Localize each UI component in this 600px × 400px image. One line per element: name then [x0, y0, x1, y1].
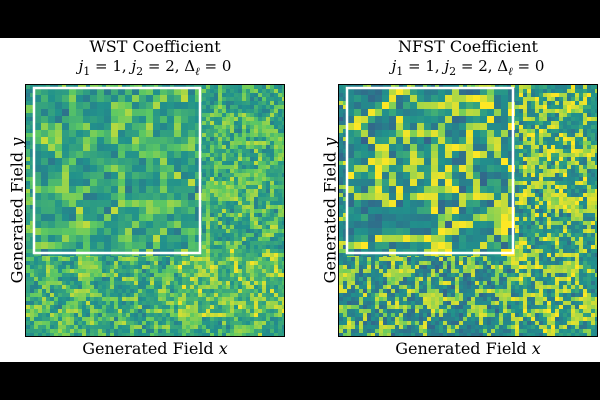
panel-2-subtitle-eq1: = 1,	[403, 57, 445, 75]
figure-canvas: WST Coefficient j1 = 1, j2 = 2, Δℓ = 0 G…	[0, 38, 600, 362]
xl1-var: x	[531, 339, 541, 358]
inset-zoom	[347, 88, 515, 256]
panel-1-xlabel-text: Generated Field x	[82, 339, 228, 358]
panel-1-subtitle-eq2: = 2, Δ	[143, 57, 196, 75]
panel-1-subtitle-sub2: 2	[136, 65, 144, 78]
yl0-var: y	[7, 137, 27, 147]
panel-2-subtitle: j1 = 1, j2 = 2, Δℓ = 0	[338, 57, 598, 81]
panel-2-ylabel-text: Generated Field y	[320, 137, 340, 284]
panel-1-heatmap	[26, 85, 284, 336]
panel-2-ylabel: Generated Field y	[321, 126, 340, 296]
panel-1-subtitle: j1 = 1, j2 = 2, Δℓ = 0	[25, 57, 285, 81]
yl1-var: y	[320, 137, 340, 147]
panel-1-subtitle-sub3: ℓ	[195, 65, 200, 78]
panel-1-subtitle-j: j	[78, 57, 84, 75]
inset-zoom	[34, 88, 202, 256]
panel-1-ylabel-text: Generated Field y	[7, 137, 27, 284]
panel-2-subtitle-sub1: 1	[396, 65, 404, 78]
panel-1-title: WST Coefficient	[89, 37, 221, 56]
panel-2-subtitle-j: j	[391, 57, 397, 75]
panel-2-xlabel-text: Generated Field x	[395, 339, 541, 358]
panel-1-ylabel: Generated Field y	[8, 126, 27, 296]
panel-2-subtitle-j2: j	[444, 57, 450, 75]
panel-2-subtitle-sub2: 2	[449, 65, 457, 78]
panel-1-subtitle-j2: j	[131, 57, 137, 75]
panel-2-xlabel: Generated Field x	[338, 339, 598, 358]
panel-1-axes	[25, 84, 285, 337]
xl0-var: x	[218, 339, 228, 358]
panel-1-subtitle-eq3: = 0	[199, 57, 232, 75]
panel-1-xlabel: Generated Field x	[25, 339, 285, 358]
panel-2-subtitle-sub3: ℓ	[508, 65, 513, 78]
panel-2-heatmap	[339, 85, 597, 336]
panel-2-subtitle-eq3: = 0	[512, 57, 545, 75]
inset-border	[345, 86, 515, 255]
panel-2-subtitle-eq2: = 2, Δ	[456, 57, 509, 75]
panel-2-title: NFST Coefficient	[398, 37, 538, 56]
panel-1-subtitle-sub1: 1	[83, 65, 91, 78]
panel-2-axes	[338, 84, 598, 337]
panel-1-subtitle-eq1: = 1,	[90, 57, 132, 75]
inset-border	[32, 86, 202, 255]
